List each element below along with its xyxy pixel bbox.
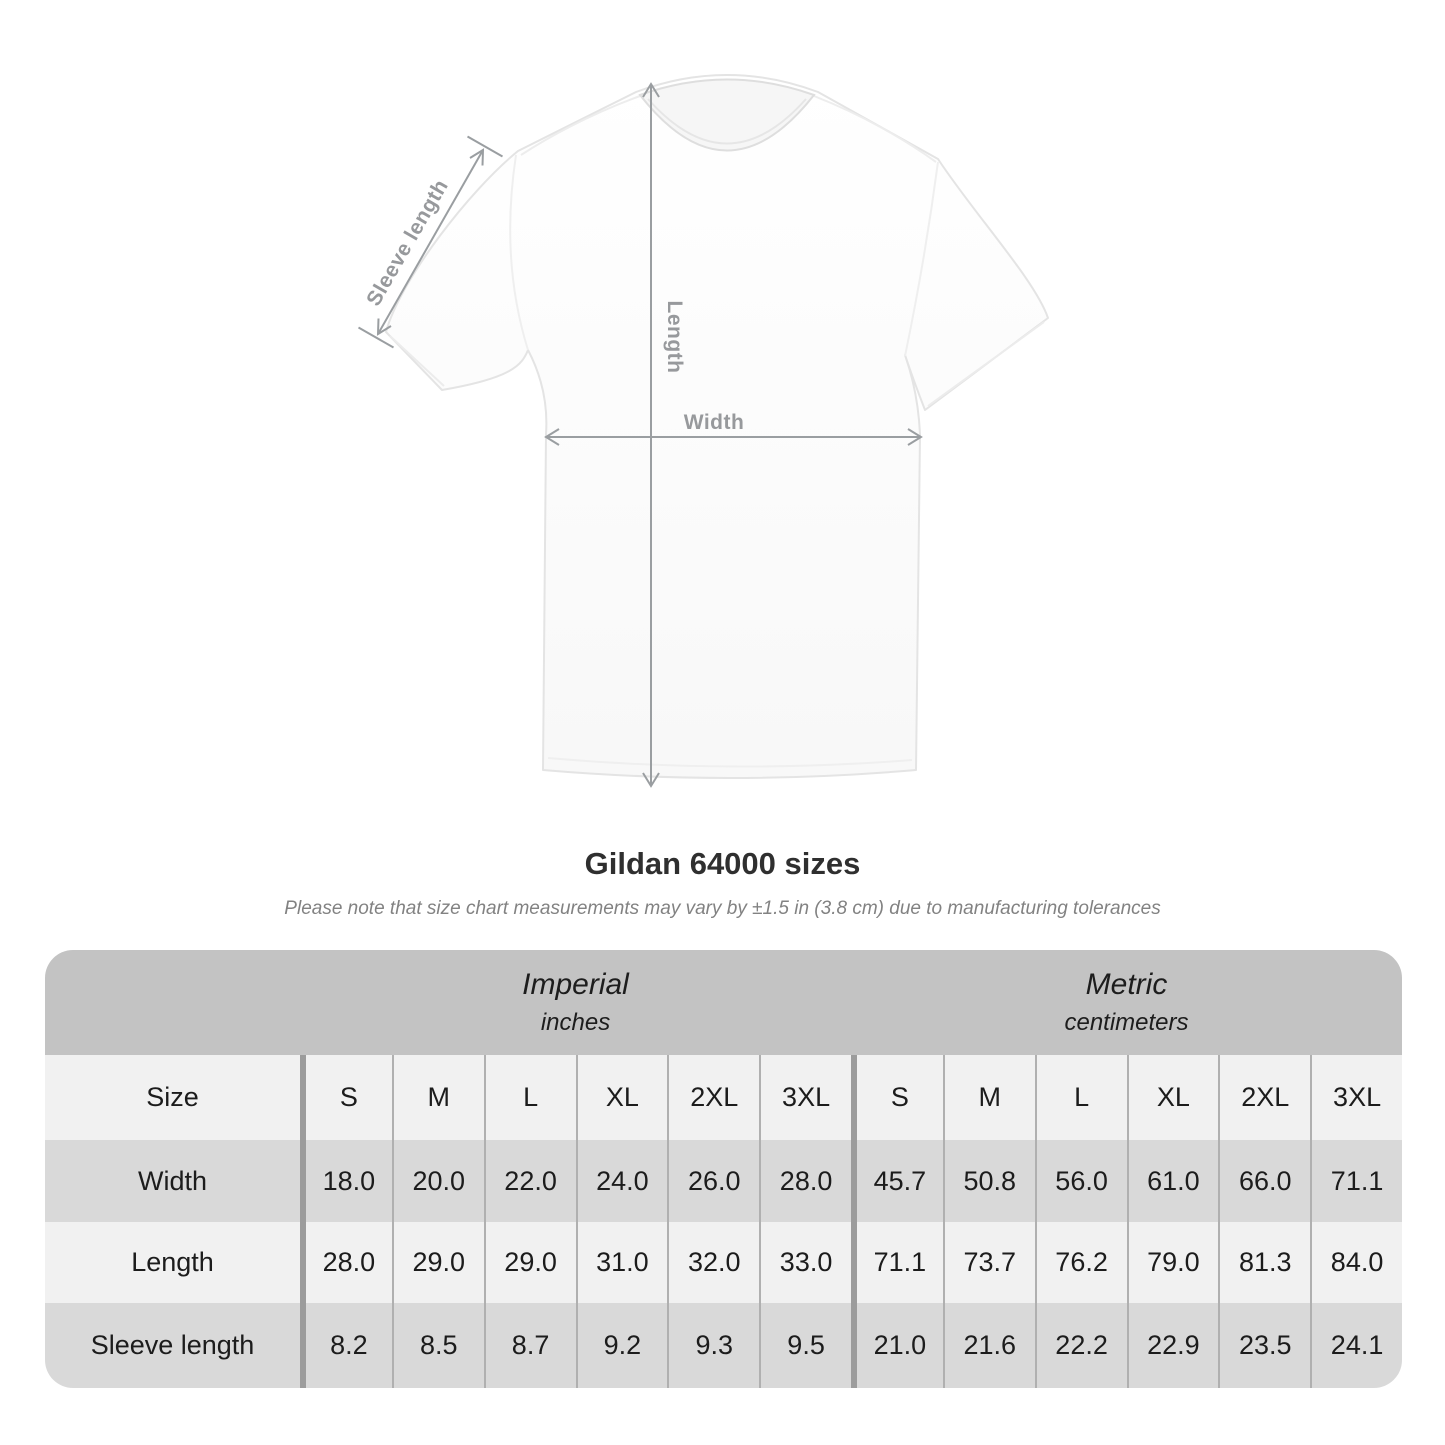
size-table: Imperial inches Metric centimeters Size … [45,950,1402,1388]
tshirt-size-diagram: Sleeve length Length Width [358,74,1049,788]
value-cell: 22.2 [1034,1303,1127,1388]
length-annotation: Length [663,300,686,374]
value-cell: 22.9 [1126,1303,1219,1388]
value-cell: 33.0 [759,1222,851,1303]
unit-group-name: Metric [1085,968,1168,1001]
value-cell: 79.0 [1126,1222,1219,1303]
value-cell: 24.1 [1310,1303,1402,1388]
table-header-imperial: Imperial inches [300,950,851,1055]
value-cell: 21.0 [851,1303,943,1388]
tshirt-image [358,74,1049,788]
width-annotation: Width [683,411,745,434]
value-cell: 23.5 [1218,1303,1311,1388]
value-cell: 24.0 [575,1140,668,1222]
width-arrow [544,428,923,446]
unit-group-name: Imperial [522,968,629,1001]
value-cell: 21.6 [942,1303,1035,1388]
size-row-label: Size [45,1055,300,1140]
size-header-cell: S [300,1055,392,1140]
value-cell: 29.0 [483,1222,576,1303]
hem-stitch [547,757,913,768]
sleeve-seam-left [509,154,529,351]
value-cell: 9.5 [759,1303,851,1388]
size-header-cell: 2XL [1218,1055,1311,1140]
value-cell: 71.1 [1310,1140,1402,1222]
value-cell: 9.3 [667,1303,760,1388]
page-title: Gildan 64000 sizes [584,846,861,881]
size-header-cell: S [851,1055,943,1140]
value-cell: 29.0 [391,1222,484,1303]
value-cell: 20.0 [391,1140,484,1222]
cuff-left [389,335,445,387]
size-header-cell: L [1034,1055,1127,1140]
table-header-corner [45,950,300,1055]
size-header-cell: L [483,1055,576,1140]
value-cell: 73.7 [942,1222,1035,1303]
value-cell: 71.1 [851,1222,943,1303]
unit-group-unit: centimeters [1064,1009,1189,1036]
value-cell: 28.0 [759,1140,851,1222]
shoulder-seam-right [813,95,937,163]
value-cell: 8.2 [300,1303,392,1388]
value-cell: 9.2 [575,1303,668,1388]
collar-opening [638,78,816,152]
value-cell: 56.0 [1034,1140,1127,1222]
size-header-cell: 3XL [759,1055,851,1140]
value-cell: 26.0 [667,1140,760,1222]
collar-ribbing [647,98,807,145]
size-header-cell: M [391,1055,484,1140]
value-cell: 31.0 [575,1222,668,1303]
row-label: Sleeve length [45,1303,300,1388]
value-cell: 22.0 [483,1140,576,1222]
sleeve-seam-right [904,161,939,357]
cuff-right [927,321,1045,407]
value-cell: 32.0 [667,1222,760,1303]
size-header-cell: XL [575,1055,668,1140]
size-header-cell: 3XL [1310,1055,1402,1140]
tshirt-silhouette [385,74,1049,779]
table-header-metric: Metric centimeters [851,950,1402,1055]
value-cell: 66.0 [1218,1140,1311,1222]
value-cell: 45.7 [851,1140,943,1222]
tolerance-note: Please note that size chart measurements… [284,898,1161,919]
row-label: Length [45,1222,300,1303]
value-cell: 8.7 [483,1303,576,1388]
length-arrow [642,82,660,788]
size-header-cell: 2XL [667,1055,760,1140]
value-cell: 81.3 [1218,1222,1311,1303]
value-cell: 84.0 [1310,1222,1402,1303]
size-header-cell: M [942,1055,1035,1140]
size-header-cell: XL [1126,1055,1219,1140]
shoulder-seam-left [520,95,641,156]
unit-group-unit: inches [540,1009,611,1036]
value-cell: 8.5 [391,1303,484,1388]
sleeve-length-arrow [358,135,503,349]
row-label: Width [45,1140,300,1222]
value-cell: 50.8 [942,1140,1035,1222]
value-cell: 28.0 [300,1222,392,1303]
value-cell: 18.0 [300,1140,392,1222]
value-cell: 76.2 [1034,1222,1127,1303]
value-cell: 61.0 [1126,1140,1219,1222]
